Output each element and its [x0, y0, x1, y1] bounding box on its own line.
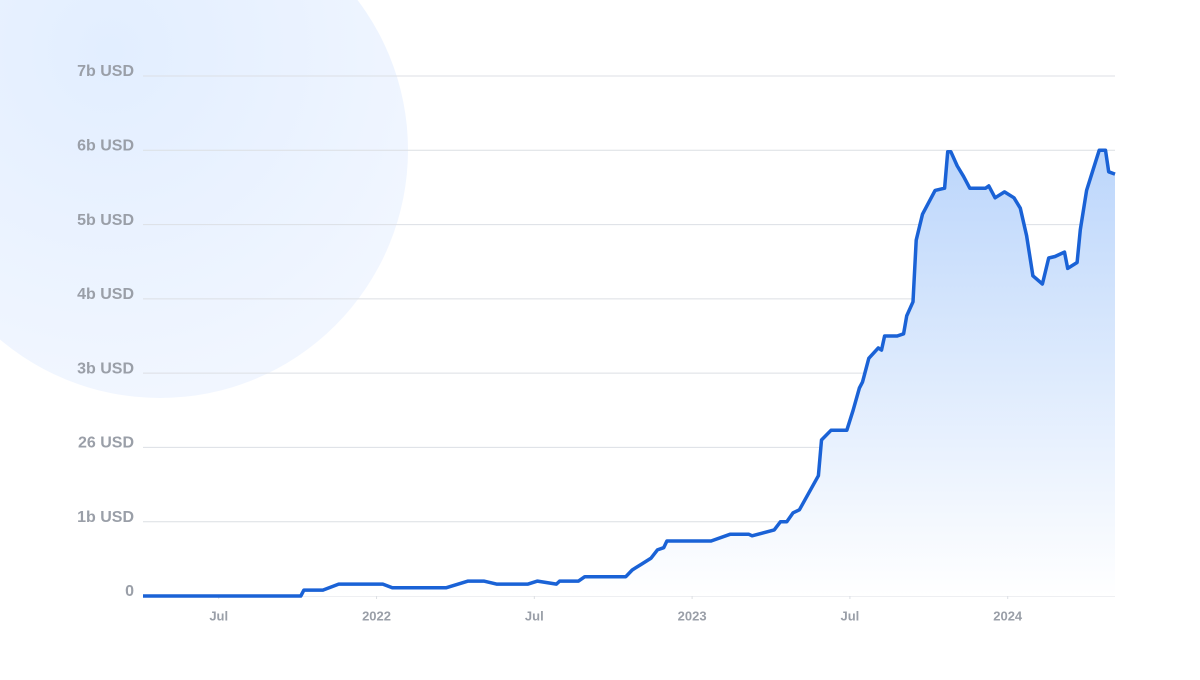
y-tick-label: 4b USD	[77, 286, 134, 303]
y-tick-label: 0	[125, 583, 134, 600]
x-tick-label: 2024	[993, 608, 1023, 623]
y-tick-label: 7b USD	[77, 63, 134, 80]
x-tick-label: Jul	[841, 608, 860, 623]
x-tick-label: 2023	[678, 608, 707, 623]
x-tick-label: 2022	[362, 608, 391, 623]
y-tick-label: 5b USD	[77, 212, 134, 229]
y-tick-label: 3b USD	[77, 360, 134, 377]
line	[143, 148, 1116, 598]
background-circle	[0, 0, 408, 398]
area-fill	[143, 150, 1115, 597]
x-tick-label: Jul	[525, 608, 544, 623]
y-tick-label: 26 USD	[78, 435, 134, 452]
x-tick-label: Jul	[209, 608, 228, 623]
y-tick-label: 1b USD	[77, 509, 134, 526]
y-tick-label: 6b USD	[77, 138, 134, 155]
